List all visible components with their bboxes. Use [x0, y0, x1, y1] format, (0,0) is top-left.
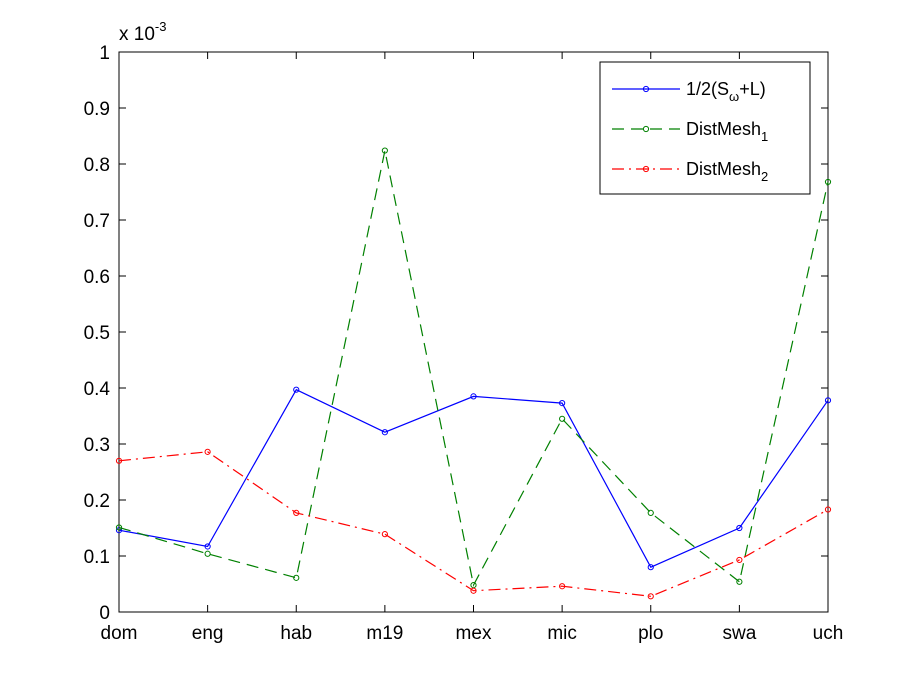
legend-marker	[642, 85, 650, 93]
data-point	[736, 556, 743, 564]
legend-marker	[642, 165, 650, 173]
data-point	[204, 543, 211, 550]
data-point	[204, 448, 211, 455]
data-point	[824, 178, 832, 186]
series-line	[118, 388, 829, 568]
y-tick-label: 0.4	[84, 379, 111, 400]
data-point	[293, 509, 300, 516]
data-point	[381, 429, 388, 436]
data-point	[470, 393, 477, 400]
data-point	[559, 400, 566, 407]
series-line	[118, 150, 829, 587]
data-point	[736, 524, 743, 532]
y-tick-label: 0.2	[84, 491, 110, 512]
data-point	[204, 550, 211, 557]
x-tick-label: swa	[722, 623, 756, 644]
y-tick-label: 1	[99, 43, 110, 64]
y-multiplier-exponent: -3	[155, 19, 167, 34]
legend: 1/2(Sω+L) DistMesh1 DistMesh2	[599, 61, 811, 195]
x-tick-label: uch	[813, 623, 844, 644]
legend-label: DistMesh2	[686, 159, 768, 184]
data-point	[470, 587, 477, 594]
data-point	[736, 578, 743, 585]
x-tick-label: dom	[101, 623, 138, 644]
legend-marker	[642, 125, 650, 133]
legend-item: DistMesh2	[612, 159, 768, 184]
y-multiplier: x 10-3	[119, 19, 166, 45]
y-tick-label: 0.8	[84, 155, 110, 176]
x-tick-label: plo	[638, 623, 663, 644]
data-point	[115, 457, 123, 464]
data-point	[647, 564, 654, 571]
x-axis: dom eng hab m19 mex mic plo swa uch	[101, 52, 844, 644]
data-point	[647, 509, 654, 516]
data-point	[559, 415, 566, 422]
y-tick-label: 0.6	[84, 267, 110, 288]
series-layer	[115, 147, 832, 600]
y-tick-label: 0.9	[84, 99, 110, 120]
x-tick-label: eng	[192, 623, 224, 644]
data-point	[293, 386, 300, 393]
legend-item: 1/2(Sω+L)	[612, 79, 766, 104]
x-tick-label: hab	[280, 623, 312, 644]
legend-label: 1/2(Sω+L)	[686, 79, 766, 104]
data-point	[293, 574, 300, 581]
series-2	[115, 147, 832, 589]
y-tick-label: 0.1	[84, 547, 110, 568]
y-tick-label: 0.5	[84, 323, 110, 344]
x-tick-label: mic	[547, 623, 577, 644]
data-point	[381, 531, 388, 538]
data-point	[824, 506, 832, 513]
y-tick-label: 0.3	[84, 435, 110, 456]
data-point	[381, 147, 388, 154]
y-tick-label: 0	[99, 603, 110, 624]
data-point	[647, 593, 654, 600]
legend-box	[599, 61, 811, 195]
legend-item: DistMesh1	[612, 119, 768, 144]
data-point	[559, 583, 566, 590]
legend-label: DistMesh1	[686, 119, 768, 144]
x-tick-label: m19	[366, 623, 403, 644]
data-point	[115, 524, 123, 531]
series-line	[118, 451, 829, 597]
x-tick-label: mex	[456, 623, 492, 644]
y-axis: 0 0.1 0.2 0.3 0.4 0.5 0.6 0.7 0.8 0.9 1	[84, 43, 828, 624]
data-point	[824, 397, 832, 404]
y-tick-label: 0.7	[84, 211, 110, 232]
series-3	[115, 448, 832, 600]
